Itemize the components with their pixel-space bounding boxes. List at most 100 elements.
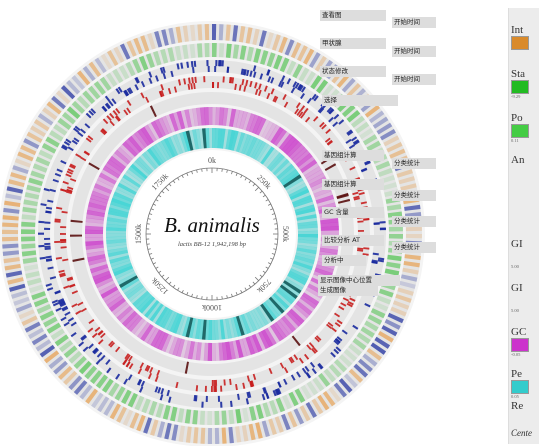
green-heat-segment — [249, 406, 257, 421]
green-heat-segment — [62, 112, 76, 125]
gc-content-segment — [278, 133, 294, 151]
green-heat-segment — [71, 100, 86, 114]
outer-heat-segment — [396, 169, 413, 178]
gc-content-segment — [301, 292, 320, 306]
gc-skew-segment — [257, 305, 272, 324]
gc-content-segment — [183, 340, 192, 359]
gene-tick-blue — [44, 247, 51, 251]
label-inner-3: GC 含量 — [322, 207, 384, 218]
gene-tick-blue — [96, 351, 103, 358]
gc-content-segment — [192, 107, 199, 127]
gc-content-segment — [100, 286, 119, 299]
gene-tick-blue — [159, 394, 164, 401]
green-heat-segment — [273, 54, 283, 70]
outer-heat-segment — [309, 52, 321, 68]
gc-content-segment — [298, 156, 315, 171]
green-heat-segment — [152, 50, 162, 66]
outer-heat-segment — [380, 129, 396, 141]
green-heat-segment — [239, 45, 247, 60]
gene-tick-red — [190, 83, 193, 90]
gene-tick-red — [66, 170, 73, 175]
gc-skew-segment — [288, 270, 308, 283]
gc-content-segment — [305, 169, 324, 182]
gene-tick-red — [268, 367, 273, 375]
gc-skew-segment — [248, 310, 261, 331]
gc-skew-segment — [294, 204, 315, 213]
gc-skew-segment — [139, 154, 156, 172]
green-heat-segment — [192, 410, 199, 425]
gc-skew-segment — [230, 130, 239, 151]
gc-content-segment — [245, 336, 256, 355]
green-heat-segment — [343, 348, 358, 362]
gc-content-segment — [248, 335, 259, 354]
gene-tick-red — [60, 241, 67, 244]
outer-heat-segment — [48, 355, 64, 369]
green-heat-segment — [57, 117, 72, 130]
outer-heat-segment — [91, 392, 104, 409]
green-heat-segment — [112, 68, 124, 84]
gene-tick-blue — [59, 302, 67, 308]
gene-tick-blue — [336, 336, 343, 342]
gc-skew-segment — [241, 134, 252, 155]
gc-content-segment — [150, 120, 163, 139]
gene-tick-blue — [252, 65, 257, 72]
gene-tick-blue — [155, 75, 159, 82]
outer-heat-segment — [3, 257, 20, 264]
gene-tick-blue — [49, 276, 57, 280]
gene-tick-red — [109, 112, 115, 119]
outer-heat-segment — [10, 172, 27, 181]
gene-tick-blue — [44, 227, 51, 230]
gene-tick-blue — [77, 131, 84, 137]
gene-tick-red — [114, 115, 121, 122]
green-heat-segment — [388, 226, 403, 232]
outer-heat-segment — [43, 350, 60, 364]
gc-content-segment — [303, 289, 322, 303]
gc-content-segment — [315, 194, 335, 204]
gc-content-segment — [147, 122, 160, 141]
gene-tick-blue — [136, 378, 142, 386]
gene-tick-red — [87, 135, 94, 141]
green-heat-segment — [255, 404, 264, 420]
gc-content-segment — [168, 113, 179, 132]
gc-skew-segment — [281, 282, 300, 297]
legend-swatch-8 — [511, 380, 529, 394]
gc-skew-segment — [191, 318, 199, 339]
green-heat-segment — [30, 170, 46, 180]
green-heat-segment — [49, 130, 64, 142]
gene-tick-red — [289, 356, 295, 363]
gene-tick-blue — [61, 145, 68, 151]
island-marker — [291, 335, 301, 347]
gene-tick-red — [228, 76, 232, 84]
gene-tick-red — [124, 353, 130, 360]
outer-heat-segment — [122, 409, 134, 426]
outer-heat-segment — [88, 61, 102, 78]
gc-skew-segment — [285, 275, 305, 289]
label-inner-5: 分析中 — [322, 255, 366, 266]
gene-tick-blue — [57, 298, 65, 303]
gc-skew-segment — [295, 252, 316, 261]
gene-tick-blue — [128, 87, 134, 94]
gene-tick-blue — [138, 386, 144, 393]
outer-heat-segment — [261, 420, 270, 437]
scale-tick — [248, 180, 252, 184]
green-heat-segment — [134, 395, 145, 411]
outer-heat-segment — [258, 30, 267, 47]
gene-tick-red — [62, 258, 69, 262]
gene-tick-red — [115, 346, 121, 353]
gene-tick-red — [349, 166, 356, 171]
gene-tick-blue — [286, 78, 292, 85]
gene-tick-blue — [221, 60, 224, 67]
gc-skew-segment — [294, 255, 315, 264]
gc-content-segment — [93, 273, 112, 285]
outer-heat-segment — [28, 327, 44, 339]
outer-heat-segment — [252, 28, 260, 46]
gene-tick-red — [100, 332, 106, 339]
gene-tick-red — [324, 137, 331, 143]
gc-skew-segment — [113, 191, 134, 203]
scale-tick-label: 1500k — [134, 224, 143, 244]
gc-content-segment — [232, 109, 241, 128]
gc-content-segment — [278, 317, 293, 335]
gc-skew-segment — [120, 277, 140, 291]
scale-tick — [226, 295, 228, 299]
gc-content-segment — [251, 334, 263, 353]
